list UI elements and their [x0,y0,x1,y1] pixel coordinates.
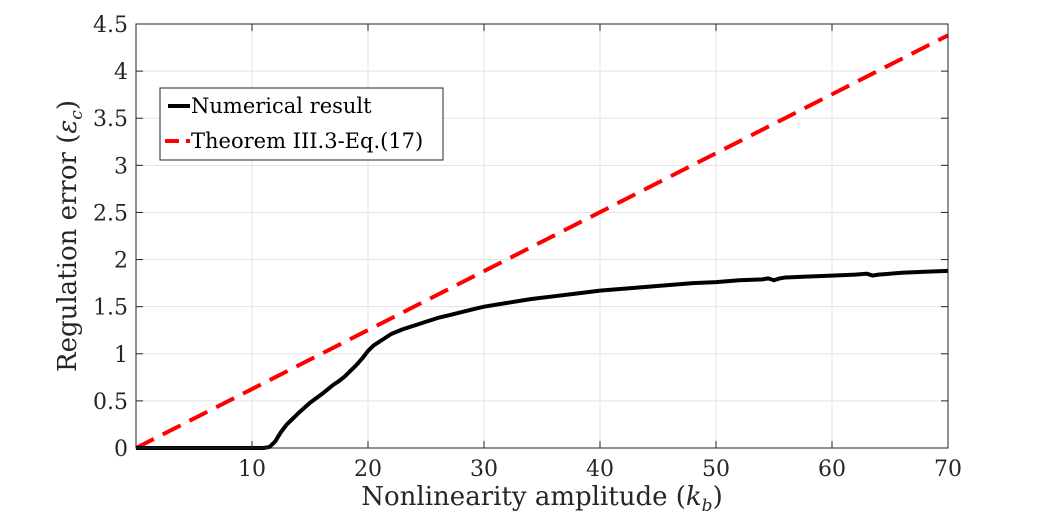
y-tick-label: 3 [114,154,128,179]
series-line-numerical-result [136,268,949,450]
plot-frame [135,23,949,449]
x-axis-label-subscript: b [702,496,713,516]
x-tick-label: 10 [238,457,266,482]
y-axis-label: Regulation error (εc) [53,100,87,372]
y-tick-label: 3.5 [93,107,128,132]
y-tick-label: 2.5 [93,201,128,226]
y-axis-label-close: ) [53,100,83,110]
x-tick-label: 70 [934,457,962,482]
series-line-theorem [135,33,949,450]
x-axis-label-close: ) [713,482,723,512]
x-axis-label: Nonlinearity amplitude (kb) [361,482,722,516]
x-axis-ticks: 10 20 30 40 50 60 70 [238,24,962,482]
x-tick-label: 40 [586,457,614,482]
legend-box [159,87,444,161]
series-layer [135,33,949,450]
y-axis-ticks: 0 0.5 1 1.5 2 2.5 3 3.5 4 4.5 [93,13,948,462]
y-tick-label: 2 [114,249,128,274]
y-tick-label: 1 [114,343,128,368]
y-tick-label: 4.5 [93,13,128,38]
x-tick-label: 30 [470,457,498,482]
x-tick-label: 50 [702,457,730,482]
x-axis-label-main: Nonlinearity amplitude ( [361,482,686,512]
legend: Numerical result Theorem III.3-Eq.(17) [159,87,444,161]
legend-entry-numerical-result: Numerical result [191,94,372,118]
x-tick-label: 60 [818,457,846,482]
y-tick-label: 0.5 [93,390,128,415]
y-axis-label-subscript: c [67,110,87,120]
y-axis-label-main: Regulation error ( [53,134,83,372]
y-axis-label-symbol: ε [53,120,83,134]
y-tick-label: 4 [114,60,128,85]
x-tick-label: 20 [354,457,382,482]
y-tick-label: 1.5 [93,296,128,321]
legend-entry-theorem: Theorem III.3-Eq.(17) [191,129,423,153]
y-tick-label: 0 [114,437,128,462]
x-axis-label-symbol: k [686,482,702,512]
